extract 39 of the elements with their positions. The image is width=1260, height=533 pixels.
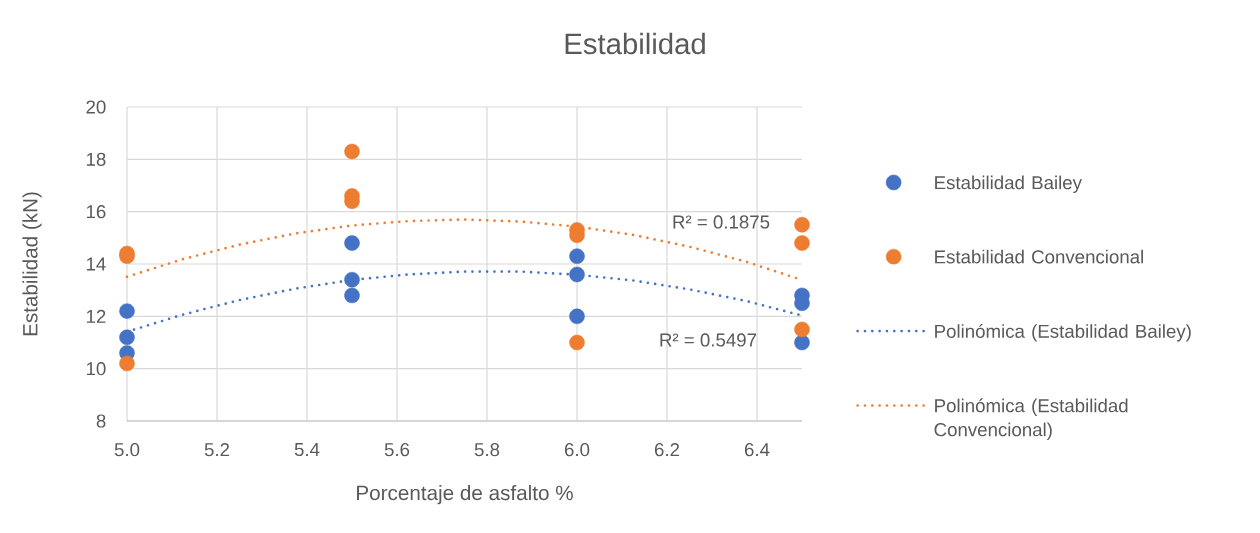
point — [344, 143, 360, 160]
point — [119, 355, 135, 372]
y-axis-title: Estabilidad (kN) — [22, 192, 42, 336]
x-tick-label: 6.4 — [744, 443, 770, 457]
chart-title: Estabilidad — [565, 32, 705, 55]
y-tick-label: 8 — [96, 414, 106, 428]
legend-label: Polinómica (Estabilidad Convencional) — [934, 398, 1128, 440]
point — [794, 321, 810, 338]
y-tick-label: 10 — [86, 362, 106, 376]
y-tick-label: 20 — [86, 100, 106, 114]
point — [794, 217, 810, 233]
point — [569, 266, 585, 283]
point — [344, 287, 360, 304]
legend-label: Estabilidad Convencional — [935, 249, 1143, 264]
annotation: R² = 0.1875 — [673, 215, 770, 229]
annotation: R² = 0.5497 — [660, 333, 757, 347]
point — [569, 248, 585, 264]
y-tick-label: 12 — [86, 309, 106, 323]
x-axis-title: Porcentaje de asfalto % — [357, 485, 573, 505]
point — [344, 235, 360, 251]
point — [794, 334, 810, 351]
x-tick-label: 5.0 — [114, 443, 140, 457]
x-tick-label: 5.6 — [384, 443, 410, 457]
x-tick-label: 5.2 — [204, 443, 230, 457]
y-tick-label: 14 — [86, 257, 106, 271]
y-tick-label: 18 — [86, 152, 106, 166]
x-tick-label: 6.2 — [654, 443, 680, 457]
x-tick-label: 6.0 — [564, 443, 590, 457]
legend-label: Estabilidad Bailey — [935, 175, 1082, 193]
legend-label: Polinómica (Estabilidad Bailey) — [935, 323, 1191, 342]
point — [119, 329, 135, 345]
point — [794, 235, 810, 251]
x-tick-label: 5.8 — [474, 443, 500, 457]
y-tick-label: 16 — [86, 205, 106, 219]
point — [344, 271, 360, 288]
point — [119, 303, 135, 319]
point — [569, 308, 585, 325]
point — [569, 334, 585, 351]
x-tick-label: 5.4 — [294, 443, 320, 457]
